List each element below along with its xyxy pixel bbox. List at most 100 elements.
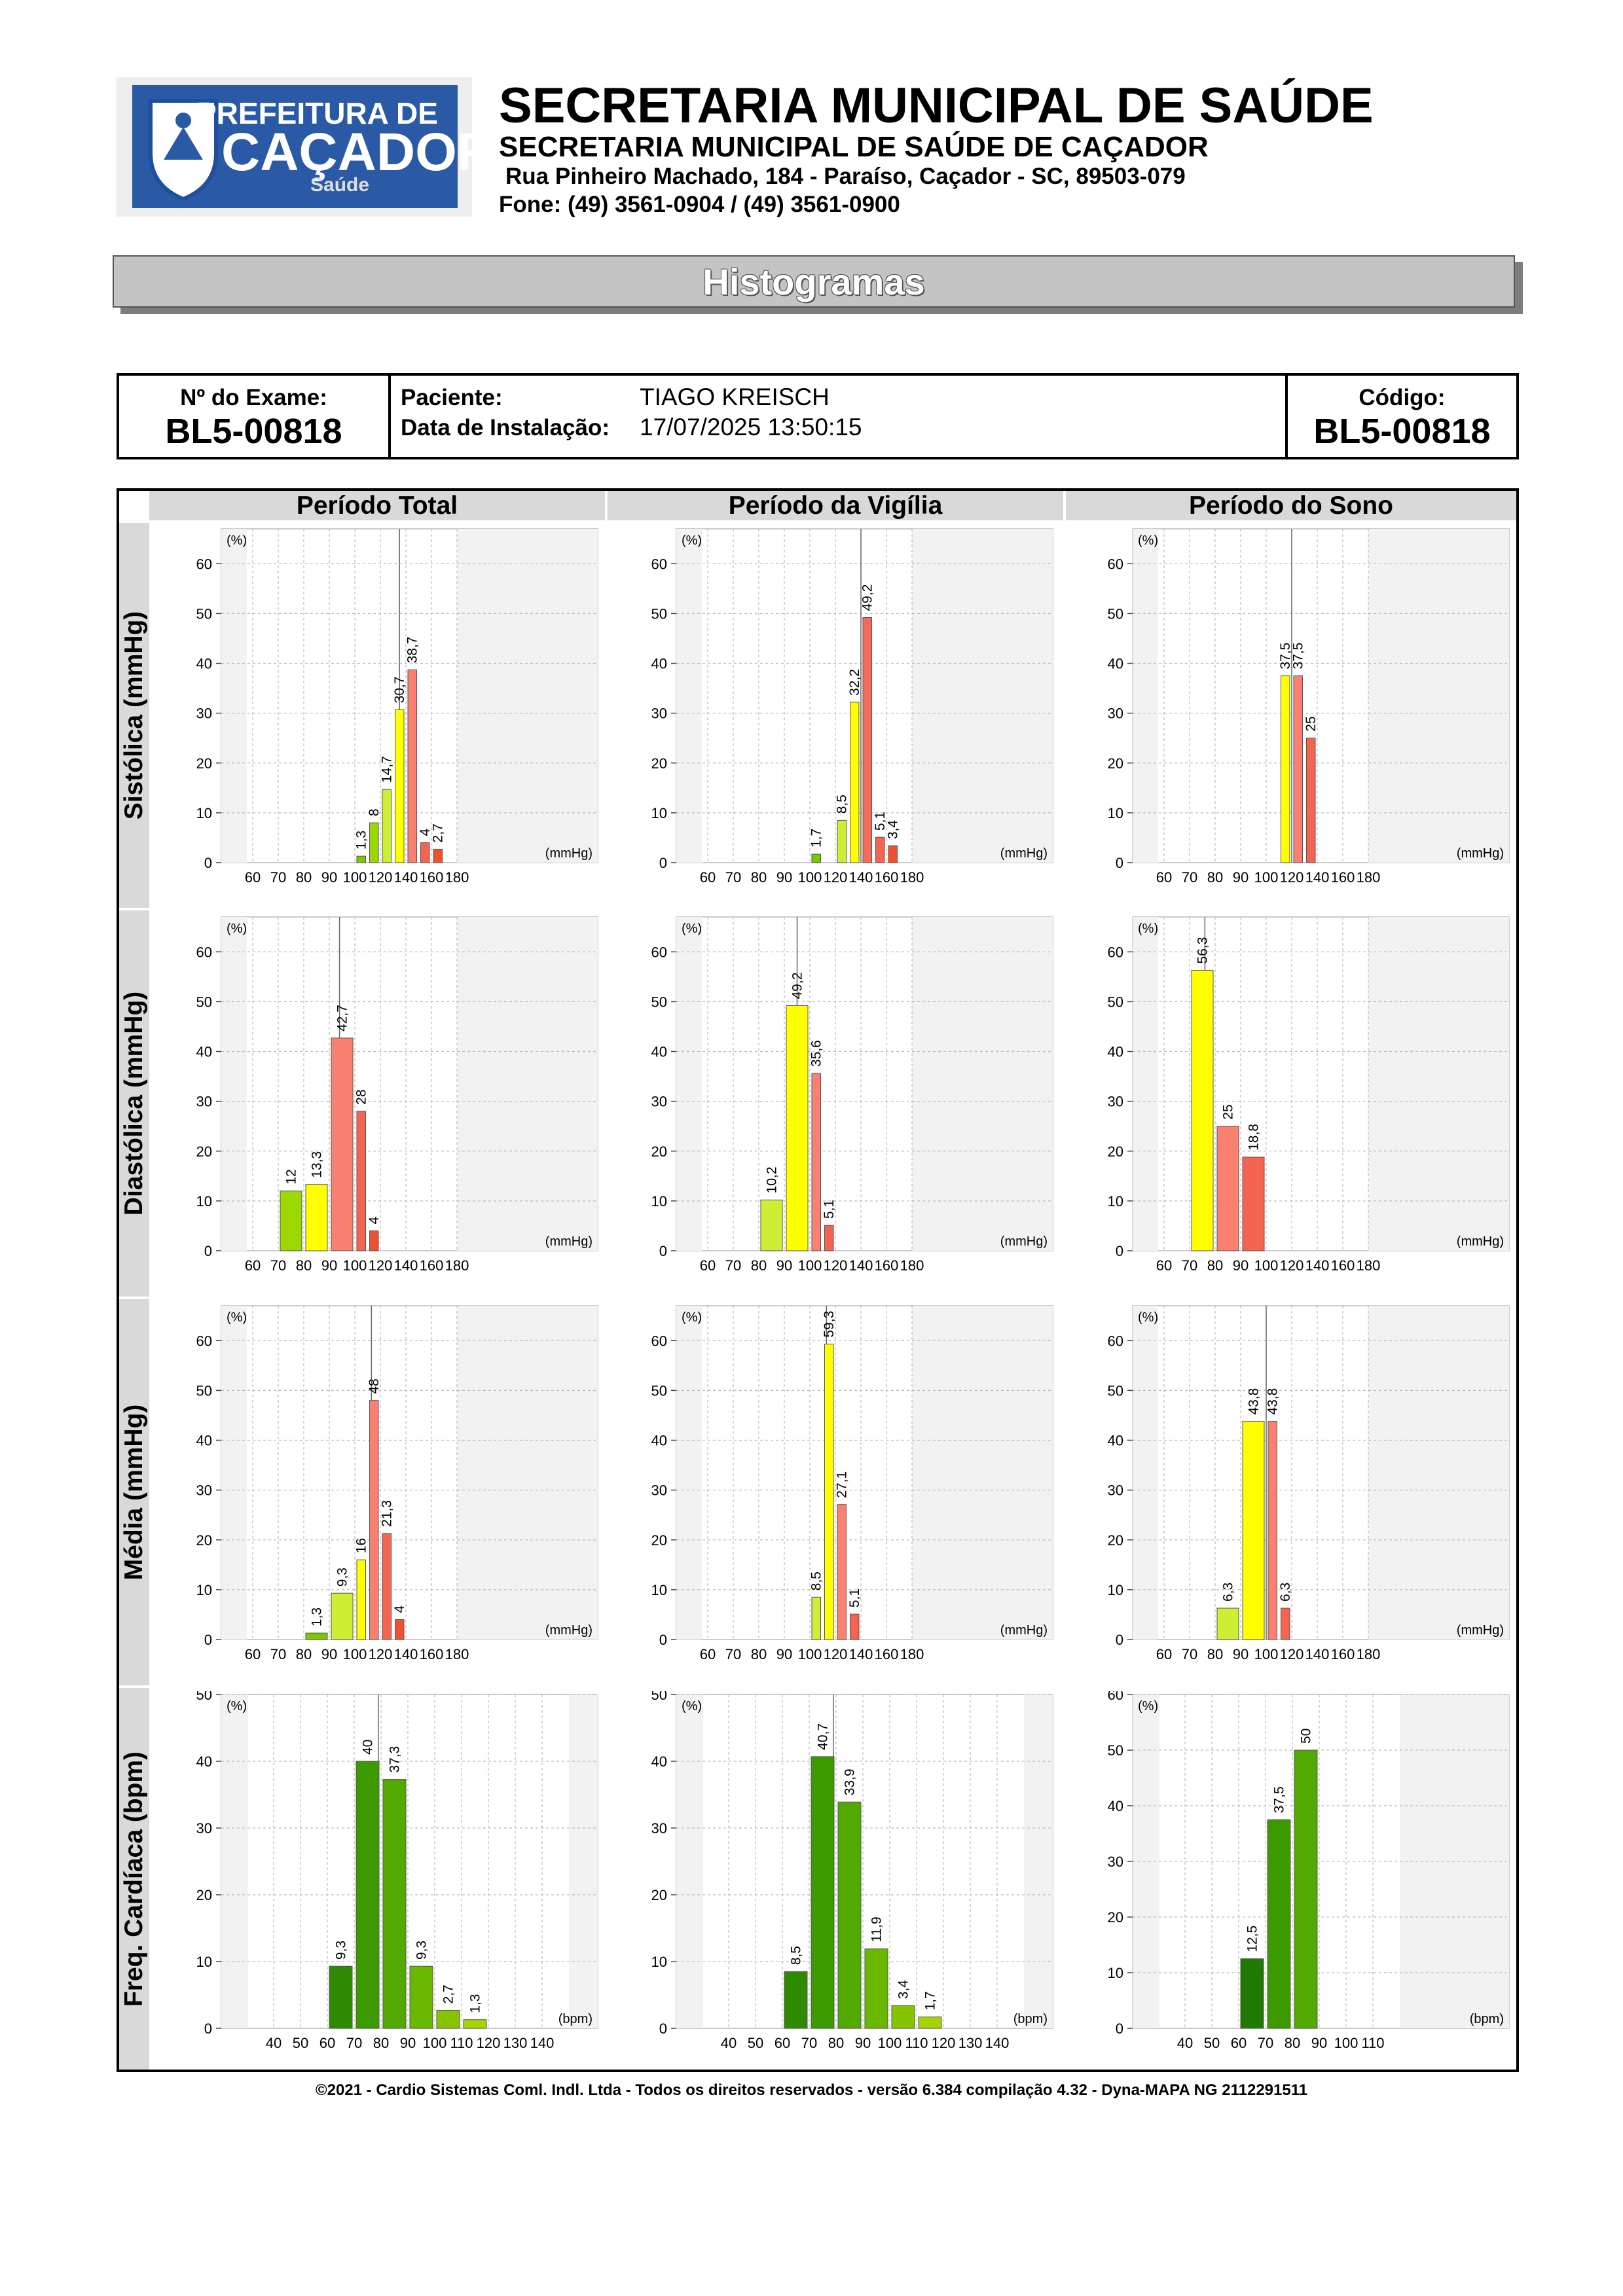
y-tick-label: 60 xyxy=(1108,556,1123,572)
x-tick-label: 60 xyxy=(245,869,261,886)
histogram-bar xyxy=(1242,1421,1265,1640)
page-title: SECRETARIA MUNICIPAL DE SAÚDE xyxy=(499,78,1374,134)
y-tick-label: 50 xyxy=(1108,994,1123,1010)
x-tick-label: 120 xyxy=(369,1257,393,1274)
histogram-bar xyxy=(837,1801,862,2029)
y-tick-label: 60 xyxy=(1108,1691,1123,1703)
histogram-bar xyxy=(331,1592,354,1640)
shaded-region-left xyxy=(1133,1306,1158,1640)
x-tick-label: 70 xyxy=(725,1646,741,1662)
bar-value-label: 12 xyxy=(284,1169,299,1184)
shaded-region-left xyxy=(221,529,247,863)
x-tick-label: 60 xyxy=(1231,2035,1247,2051)
shaded-region xyxy=(912,917,1053,1251)
shaded-region xyxy=(1368,529,1509,863)
shaded-region-left xyxy=(676,917,702,1251)
x-tick-label: 140 xyxy=(394,1646,418,1662)
x-tick-label: 90 xyxy=(776,869,792,886)
x-unit-label: (mmHg) xyxy=(1457,1234,1504,1249)
bar-value-label: 27,1 xyxy=(835,1471,850,1498)
patient-value: TIAGO KREISCH xyxy=(640,384,830,410)
histogram-bar xyxy=(280,1191,302,1251)
y-tick-label: 50 xyxy=(1108,605,1123,622)
x-tick-label: 60 xyxy=(700,869,716,886)
x-unit-label: (mmHg) xyxy=(1000,1234,1048,1249)
shaded-region xyxy=(1368,917,1509,1251)
banner-title: Histogramas xyxy=(702,260,925,302)
y-tick-label: 20 xyxy=(1108,1909,1123,1926)
x-tick-label: 120 xyxy=(1280,1257,1304,1274)
x-tick-label: 90 xyxy=(1233,869,1249,886)
x-tick-label: 120 xyxy=(824,869,848,886)
x-tick-label: 180 xyxy=(900,1646,924,1662)
histogram-panel: 0 10 20 30 40 50 60 60 70 80 90 100 120 140 160 180 (%) (… xyxy=(627,1302,1059,1676)
column-header-sono: Período do Sono xyxy=(1066,491,1516,520)
x-tick-label: 180 xyxy=(1357,1646,1381,1662)
y-tick-label: 30 xyxy=(651,706,667,722)
bar-value-label: 30,7 xyxy=(392,676,407,703)
x-tick-label: 90 xyxy=(321,1257,337,1274)
histogram-chart: 0 10 20 30 40 50 60 60 70 80 90 100 120 140 160 180 (%) (… xyxy=(196,1305,598,1662)
y-tick-label: 40 xyxy=(1108,1798,1123,1814)
x-tick-label: 180 xyxy=(445,1257,469,1274)
x-tick-label: 100 xyxy=(878,2035,902,2051)
x-tick-label: 50 xyxy=(293,2035,308,2051)
bar-value-label: 5,1 xyxy=(873,812,888,831)
y-tick-label: 40 xyxy=(651,1044,667,1060)
bar-value-label: 37,5 xyxy=(1291,643,1306,670)
y-tick-label: 20 xyxy=(196,1143,212,1160)
histogram-bar xyxy=(382,1533,392,1640)
histogram-chart: 0 10 20 30 40 50 60 60 70 80 90 100 120 140 160 180 (%) (… xyxy=(651,1305,1053,1662)
x-tick-label: 180 xyxy=(445,869,469,886)
shaded-region xyxy=(569,1695,598,2028)
bar-value-label: 4 xyxy=(367,1217,382,1225)
x-tick-label: 80 xyxy=(1285,2035,1300,2051)
histogram-panel: 0 10 20 30 40 50 60 60 70 80 90 100 120 140 160 180 (%) (… xyxy=(172,1302,604,1676)
y-tick-label: 20 xyxy=(651,755,667,772)
histogram-bar xyxy=(420,842,430,863)
x-tick-label: 130 xyxy=(958,2035,983,2051)
x-tick-label: 70 xyxy=(725,869,741,886)
y-tick-label: 60 xyxy=(196,1333,212,1349)
x-tick-label: 120 xyxy=(1280,1646,1304,1662)
bar-value-label: 10,2 xyxy=(765,1166,780,1193)
y-tick-label: 20 xyxy=(651,1143,667,1160)
y-unit-label: (%) xyxy=(1138,1310,1158,1325)
column-header-total: Período Total xyxy=(149,491,605,520)
bar-value-label: 2,7 xyxy=(431,823,446,842)
x-tick-label: 90 xyxy=(1233,1257,1249,1274)
x-tick-label: 120 xyxy=(1280,869,1304,886)
histogram-bar xyxy=(824,1344,834,1640)
exam-number-label: Nº do Exame: xyxy=(180,385,327,410)
histogram-bar xyxy=(356,855,366,863)
histogram-chart: 0 10 20 30 40 50 60 60 70 80 90 100 120 140 160 180 (%) (… xyxy=(1108,1305,1510,1662)
shaded-region xyxy=(1024,1695,1053,2028)
bar-value-label: 40,7 xyxy=(816,1723,831,1750)
histogram-bar xyxy=(1216,1126,1239,1251)
x-unit-label: (mmHg) xyxy=(545,846,593,861)
y-tick-label: 0 xyxy=(204,2020,212,2037)
section-banner: Histogramas xyxy=(113,255,1515,308)
histogram-bar xyxy=(1240,1958,1264,2029)
histogram-panel: 0 10 20 30 40 50 60 60 70 80 90 100 120 140 160 180 (%) (… xyxy=(1083,914,1515,1287)
x-tick-label: 90 xyxy=(1233,1646,1249,1662)
histogram-bar xyxy=(409,1965,433,2029)
page-subtitle: SECRETARIA MUNICIPAL DE SAÚDE DE CAÇADOR xyxy=(499,131,1209,163)
x-unit-label: (mmHg) xyxy=(1000,1623,1048,1638)
y-tick-label: 60 xyxy=(196,556,212,572)
histogram-bar xyxy=(784,1971,808,2029)
y-tick-label: 0 xyxy=(1116,855,1123,871)
x-tick-label: 140 xyxy=(849,1646,873,1662)
x-tick-label: 60 xyxy=(1156,1646,1172,1662)
y-tick-label: 50 xyxy=(651,1382,667,1399)
x-tick-label: 60 xyxy=(245,1257,261,1274)
y-tick-label: 30 xyxy=(1108,706,1123,722)
x-tick-label: 70 xyxy=(801,2035,817,2051)
x-unit-label: (bpm) xyxy=(1470,2012,1504,2026)
bar-value-label: 6,3 xyxy=(1278,1583,1293,1602)
bar-value-label: 9,3 xyxy=(334,1941,349,1960)
logo xyxy=(117,77,472,217)
bar-value-label: 4 xyxy=(418,829,433,836)
bar-value-label: 33,9 xyxy=(843,1768,858,1795)
x-unit-label: (mmHg) xyxy=(545,1234,593,1249)
